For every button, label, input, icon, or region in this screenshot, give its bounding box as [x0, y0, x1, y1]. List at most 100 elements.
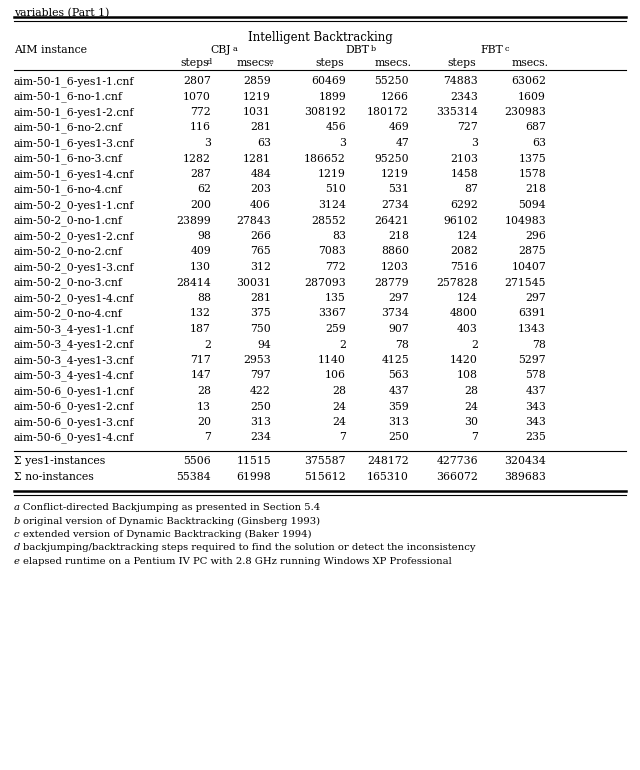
- Text: 389683: 389683: [504, 471, 546, 481]
- Text: aim-50-6_0-yes1-3.cnf: aim-50-6_0-yes1-3.cnf: [14, 417, 134, 427]
- Text: 83: 83: [332, 231, 346, 241]
- Text: 165310: 165310: [367, 471, 409, 481]
- Text: 147: 147: [190, 370, 211, 380]
- Text: 10407: 10407: [511, 262, 546, 272]
- Text: aim-50-1_6-no-2.cnf: aim-50-1_6-no-2.cnf: [14, 122, 123, 133]
- Text: 1375: 1375: [518, 153, 546, 163]
- Text: 422: 422: [250, 386, 271, 396]
- Text: 772: 772: [190, 107, 211, 117]
- Text: steps: steps: [448, 58, 476, 68]
- Text: 11515: 11515: [236, 456, 271, 466]
- Text: 7083: 7083: [318, 246, 346, 256]
- Text: d: d: [207, 58, 212, 66]
- Text: b: b: [14, 517, 20, 525]
- Text: 2343: 2343: [450, 92, 478, 102]
- Text: 235: 235: [525, 433, 546, 443]
- Text: 687: 687: [525, 122, 546, 132]
- Text: aim-50-6_0-yes1-4.cnf: aim-50-6_0-yes1-4.cnf: [14, 433, 134, 444]
- Text: 55250: 55250: [374, 76, 409, 86]
- Text: 1203: 1203: [381, 262, 409, 272]
- Text: CBJ: CBJ: [211, 45, 231, 55]
- Text: 28: 28: [197, 386, 211, 396]
- Text: 250: 250: [250, 401, 271, 411]
- Text: 2: 2: [471, 340, 478, 350]
- Text: steps: steps: [180, 58, 209, 68]
- Text: 375587: 375587: [305, 456, 346, 466]
- Text: 7: 7: [204, 433, 211, 443]
- Text: 3124: 3124: [318, 200, 346, 210]
- Text: b: b: [371, 45, 376, 53]
- Text: 1140: 1140: [318, 355, 346, 365]
- Text: 28: 28: [464, 386, 478, 396]
- Text: 28: 28: [332, 386, 346, 396]
- Text: 4800: 4800: [450, 309, 478, 319]
- Text: Intelligent Backtracking: Intelligent Backtracking: [248, 31, 392, 44]
- Text: 1219: 1219: [318, 169, 346, 179]
- Text: 406: 406: [250, 200, 271, 210]
- Text: 578: 578: [525, 370, 546, 380]
- Text: 797: 797: [250, 370, 271, 380]
- Text: 257828: 257828: [436, 277, 478, 287]
- Text: 515612: 515612: [304, 471, 346, 481]
- Text: 74883: 74883: [444, 76, 478, 86]
- Text: 335314: 335314: [436, 107, 478, 117]
- Text: c: c: [14, 530, 20, 539]
- Text: 218: 218: [525, 185, 546, 195]
- Text: 765: 765: [250, 246, 271, 256]
- Text: 124: 124: [457, 231, 478, 241]
- Text: 47: 47: [396, 138, 409, 148]
- Text: 108: 108: [457, 370, 478, 380]
- Text: e: e: [14, 557, 20, 566]
- Text: aim-50-3_4-yes1-4.cnf: aim-50-3_4-yes1-4.cnf: [14, 370, 134, 381]
- Text: aim-50-2_0-yes1-2.cnf: aim-50-2_0-yes1-2.cnf: [14, 231, 134, 242]
- Text: 2875: 2875: [518, 246, 546, 256]
- Text: 24: 24: [464, 401, 478, 411]
- Text: aim-50-2_0-yes1-4.cnf: aim-50-2_0-yes1-4.cnf: [14, 293, 134, 303]
- Text: 313: 313: [250, 417, 271, 427]
- Text: 297: 297: [525, 293, 546, 303]
- Text: 63: 63: [532, 138, 546, 148]
- Text: 271545: 271545: [504, 277, 546, 287]
- Text: 296: 296: [525, 231, 546, 241]
- Text: 1281: 1281: [243, 153, 271, 163]
- Text: 1420: 1420: [450, 355, 478, 365]
- Text: aim-50-6_0-yes1-2.cnf: aim-50-6_0-yes1-2.cnf: [14, 401, 134, 412]
- Text: aim-50-3_4-yes1-2.cnf: aim-50-3_4-yes1-2.cnf: [14, 340, 134, 350]
- Text: 88: 88: [197, 293, 211, 303]
- Text: 2807: 2807: [183, 76, 211, 86]
- Text: c: c: [505, 45, 509, 53]
- Text: aim-50-3_4-yes1-3.cnf: aim-50-3_4-yes1-3.cnf: [14, 355, 134, 366]
- Text: 717: 717: [190, 355, 211, 365]
- Text: 343: 343: [525, 401, 546, 411]
- Text: 4125: 4125: [381, 355, 409, 365]
- Text: 27843: 27843: [236, 216, 271, 226]
- Text: aim-50-1_6-no-3.cnf: aim-50-1_6-no-3.cnf: [14, 153, 123, 164]
- Text: 203: 203: [250, 185, 271, 195]
- Text: 130: 130: [190, 262, 211, 272]
- Text: 1282: 1282: [183, 153, 211, 163]
- Text: aim-50-1_6-yes1-2.cnf: aim-50-1_6-yes1-2.cnf: [14, 107, 134, 118]
- Text: 2082: 2082: [450, 246, 478, 256]
- Text: 250: 250: [388, 433, 409, 443]
- Text: 7: 7: [471, 433, 478, 443]
- Text: 63: 63: [257, 138, 271, 148]
- Text: 281: 281: [250, 293, 271, 303]
- Text: 116: 116: [190, 122, 211, 132]
- Text: 6391: 6391: [518, 309, 546, 319]
- Text: AIM instance: AIM instance: [14, 45, 87, 55]
- Text: 5094: 5094: [518, 200, 546, 210]
- Text: msecs.: msecs.: [511, 58, 548, 68]
- Text: 26421: 26421: [374, 216, 409, 226]
- Text: 1899: 1899: [318, 92, 346, 102]
- Text: 409: 409: [190, 246, 211, 256]
- Text: 124: 124: [457, 293, 478, 303]
- Text: Σ yes1-instances: Σ yes1-instances: [14, 456, 105, 466]
- Text: 98: 98: [197, 231, 211, 241]
- Text: 234: 234: [250, 433, 271, 443]
- Text: 132: 132: [190, 309, 211, 319]
- Text: 437: 437: [525, 386, 546, 396]
- Text: 1578: 1578: [518, 169, 546, 179]
- Text: 3: 3: [471, 138, 478, 148]
- Text: 78: 78: [532, 340, 546, 350]
- Text: 200: 200: [190, 200, 211, 210]
